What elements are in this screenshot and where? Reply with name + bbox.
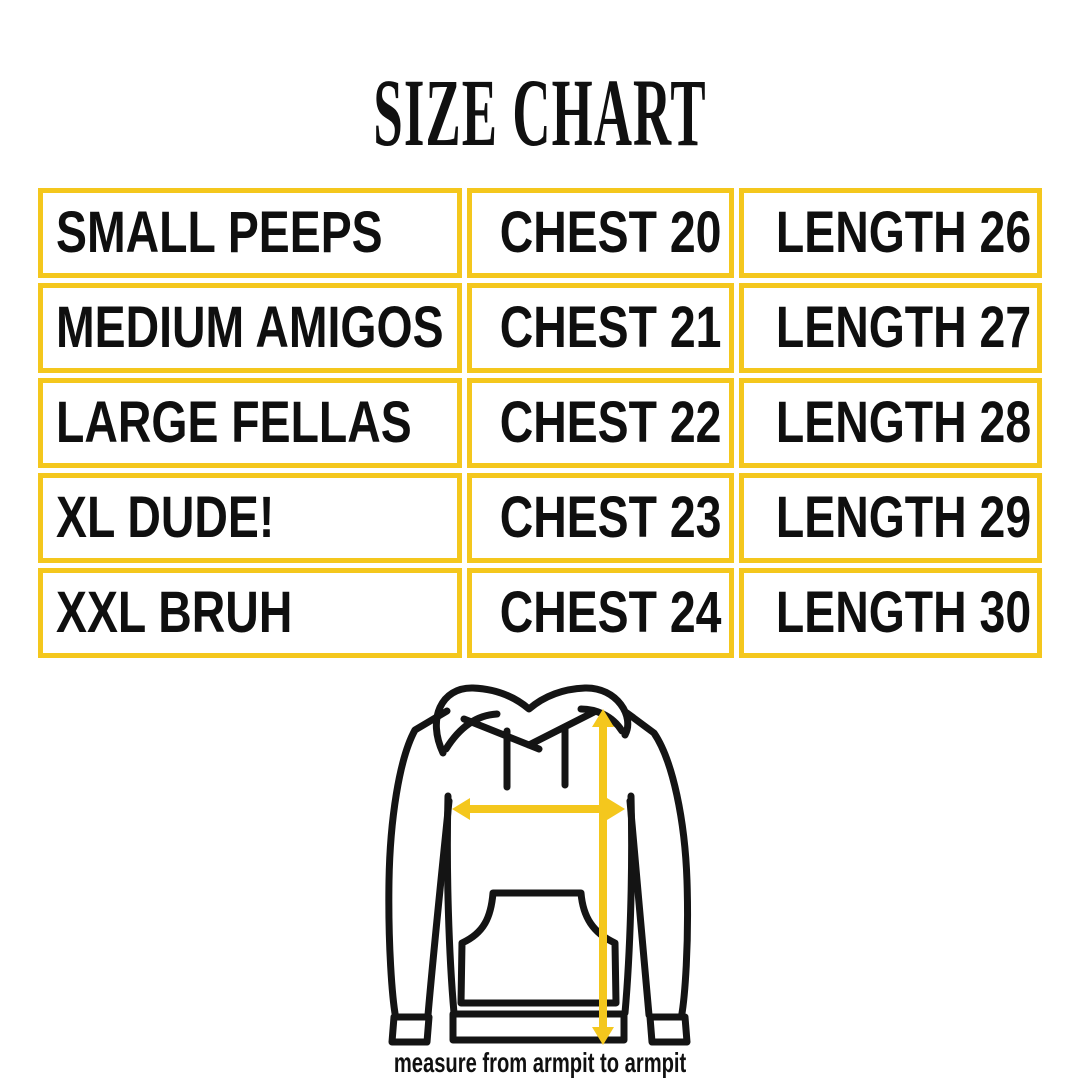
body-right-edge <box>621 792 636 1017</box>
size-cell: MEDIUM AMIGOS <box>38 283 463 373</box>
length-label: LENGTH 26 <box>775 200 1031 265</box>
chest-label: CHEST 21 <box>500 295 722 360</box>
page-title: SIZE CHART <box>0 63 1080 163</box>
size-chart-page: SIZE CHART SMALL PEEPS CHEST 20 LENGTH 2… <box>0 63 1080 1080</box>
hood-outline <box>432 684 632 757</box>
left-cuff <box>388 1013 433 1046</box>
length-label: LENGTH 30 <box>775 580 1031 645</box>
size-label: SMALL PEEPS <box>56 200 383 265</box>
length-label: LENGTH 28 <box>775 390 1031 455</box>
hood-flap-right <box>525 708 598 749</box>
kangaroo-pocket <box>457 889 620 1007</box>
measure-caption: measure from armpit to armpit <box>0 1049 1080 1080</box>
size-label: XL DUDE! <box>56 485 275 550</box>
table-row: XL DUDE! CHEST 23 LENGTH 29 <box>38 473 1042 563</box>
table-row: XXL BRUH CHEST 24 LENGTH 30 <box>38 568 1042 658</box>
size-cell: XXL BRUH <box>38 568 463 658</box>
size-label: XXL BRUH <box>56 580 293 645</box>
chest-cell: CHEST 23 <box>467 473 734 563</box>
length-cell: LENGTH 28 <box>738 378 1042 468</box>
table-row: LARGE FELLAS CHEST 22 LENGTH 28 <box>38 378 1042 468</box>
hem-band <box>449 1010 628 1044</box>
measurement-diagram: measure from armpit to armpit <box>0 681 1080 1080</box>
size-label: MEDIUM AMIGOS <box>56 295 444 360</box>
length-arrow-icon <box>592 709 614 1045</box>
chest-cell: CHEST 20 <box>467 188 734 278</box>
right-cuff <box>646 1013 691 1046</box>
length-cell: LENGTH 29 <box>738 473 1042 563</box>
chest-cell: CHEST 22 <box>467 378 734 468</box>
length-label: LENGTH 27 <box>775 295 1031 360</box>
chest-cell: CHEST 21 <box>467 283 734 373</box>
chest-label: CHEST 22 <box>500 390 722 455</box>
left-sleeve-outline <box>385 707 451 1023</box>
size-cell: SMALL PEEPS <box>38 188 463 278</box>
size-label: LARGE FELLAS <box>56 390 412 455</box>
chest-width-arrow-icon <box>452 798 625 820</box>
measure-caption-text: measure from armpit to armpit <box>393 1047 687 1078</box>
size-table: SMALL PEEPS CHEST 20 LENGTH 26 MEDIUM AM… <box>33 183 1047 663</box>
right-sleeve-outline <box>623 709 692 1023</box>
chest-label: CHEST 20 <box>500 200 722 265</box>
chest-label: CHEST 24 <box>500 580 722 645</box>
chest-cell: CHEST 24 <box>467 568 734 658</box>
length-cell: LENGTH 30 <box>738 568 1042 658</box>
length-cell: LENGTH 27 <box>738 283 1042 373</box>
table-row: MEDIUM AMIGOS CHEST 21 LENGTH 27 <box>38 283 1042 373</box>
page-title-text: SIZE CHART <box>373 59 707 166</box>
body-left-edge <box>443 792 458 1017</box>
size-cell: XL DUDE! <box>38 473 463 563</box>
length-cell: LENGTH 26 <box>738 188 1042 278</box>
chest-label: CHEST 23 <box>500 485 722 550</box>
hoodie-outline-icon <box>385 684 692 1046</box>
table-row: SMALL PEEPS CHEST 20 LENGTH 26 <box>38 188 1042 278</box>
size-cell: LARGE FELLAS <box>38 378 463 468</box>
length-label: LENGTH 29 <box>775 485 1031 550</box>
